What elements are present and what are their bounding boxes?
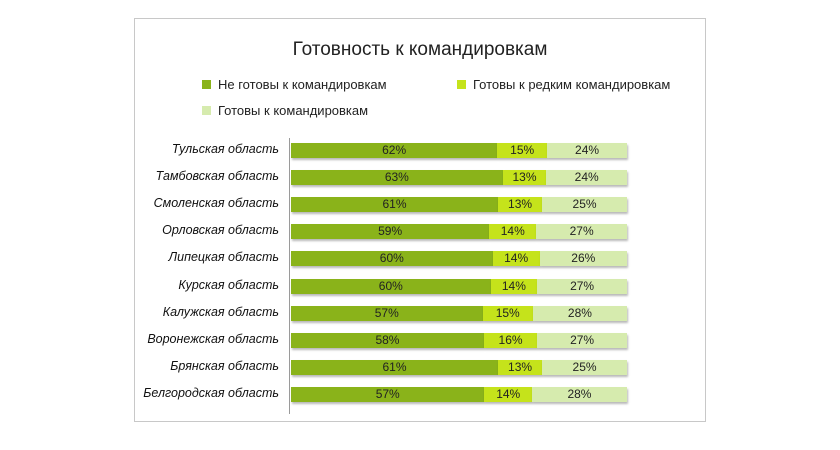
data-label: 25% (572, 197, 597, 212)
data-label: 28% (567, 305, 592, 320)
data-label: 13% (512, 170, 537, 185)
data-label: 14% (500, 224, 525, 239)
data-label: 62% (382, 143, 407, 157)
legend-item: Не готовы к командировкам (202, 77, 387, 92)
bar-segment: 62% (291, 143, 498, 158)
data-label: 27% (570, 332, 595, 347)
bar-segment: 13% (502, 170, 547, 186)
category-label: Тамбовская область (155, 169, 279, 184)
data-label: 61% (382, 359, 407, 374)
data-label: 57% (374, 305, 399, 320)
data-label: 24% (575, 143, 600, 157)
data-label: 60% (378, 278, 403, 293)
data-label: 13% (508, 359, 533, 374)
data-label: 27% (569, 224, 594, 239)
bar-segment: 27% (536, 224, 627, 240)
data-label: 63% (384, 170, 409, 185)
bar-segment: 27% (537, 278, 627, 294)
data-label: 14% (504, 251, 529, 266)
bar-segment: 63% (291, 170, 503, 186)
bar-segment: 26% (539, 251, 627, 267)
bar-segment: 13% (498, 359, 543, 375)
bar-segment: 28% (531, 386, 627, 402)
category-label: Курская область (178, 277, 279, 292)
legend-item: Готовы к редким командировкам (457, 77, 670, 92)
data-label: 28% (567, 386, 592, 401)
data-label: 58% (375, 332, 400, 347)
data-label: 57% (375, 386, 400, 401)
legend-swatch (202, 80, 211, 89)
data-label: 26% (571, 251, 596, 266)
data-label: 13% (508, 197, 533, 212)
category-label: Белгородская область (143, 385, 279, 400)
category-label: Калужская область (162, 304, 279, 319)
bar-segment: 27% (537, 332, 627, 348)
chart-title: Готовность к командировкам (292, 39, 548, 60)
data-label: 24% (574, 170, 599, 185)
bar-segment: 14% (484, 386, 532, 402)
bar-segment: 61% (291, 359, 499, 375)
bar-segment: 57% (291, 386, 485, 402)
category-label: Брянская область (170, 358, 279, 373)
bar-segment: 16% (483, 332, 538, 348)
category-label: Тульская область (171, 142, 279, 156)
bar-segment: 60% (291, 251, 493, 267)
data-label: 60% (379, 251, 404, 266)
bar-segment: 24% (547, 143, 627, 158)
data-label: 15% (510, 143, 535, 157)
category-label: Орловская область (162, 223, 279, 238)
category-label: Воронежская область (147, 331, 279, 346)
data-label: 27% (570, 278, 595, 293)
data-label: 14% (501, 278, 526, 293)
data-label: 25% (572, 359, 597, 374)
data-label: 61% (382, 197, 407, 212)
legend-swatch (457, 80, 466, 89)
legend-swatch (202, 106, 211, 115)
bar-segment: 14% (490, 278, 538, 294)
data-label: 15% (495, 305, 520, 320)
bar-segment: 25% (542, 359, 627, 375)
bar-segment: 25% (542, 197, 627, 213)
category-axis-line (289, 138, 290, 414)
bar-segment: 59% (291, 224, 490, 240)
data-label: 59% (378, 224, 403, 239)
bar-segment: 58% (291, 332, 484, 348)
bar-segment: 60% (291, 278, 491, 294)
bar-segment: 15% (497, 143, 548, 158)
legend-label: Готовы к командировкам (218, 103, 369, 118)
data-label: 16% (498, 332, 523, 347)
bar-segment: 28% (532, 305, 627, 321)
bar-segment: 13% (498, 197, 543, 213)
legend-label: Готовы к редким командировкам (473, 77, 671, 92)
data-label: 14% (496, 386, 521, 401)
category-label: Смоленская область (153, 196, 279, 211)
bar-segment: 57% (291, 305, 483, 321)
chart-frame: Готовность к командировкам (134, 18, 706, 422)
bar-segment: 15% (482, 305, 533, 321)
bar-segment: 14% (492, 251, 540, 267)
legend-item: Готовы к командировкам (202, 103, 368, 118)
category-label: Липецкая область (168, 250, 279, 265)
bar-segment: 61% (291, 197, 499, 213)
bar-segment: 14% (489, 224, 537, 240)
legend-label: Не готовы к командировкам (218, 77, 387, 92)
bar-segment: 24% (546, 170, 627, 186)
